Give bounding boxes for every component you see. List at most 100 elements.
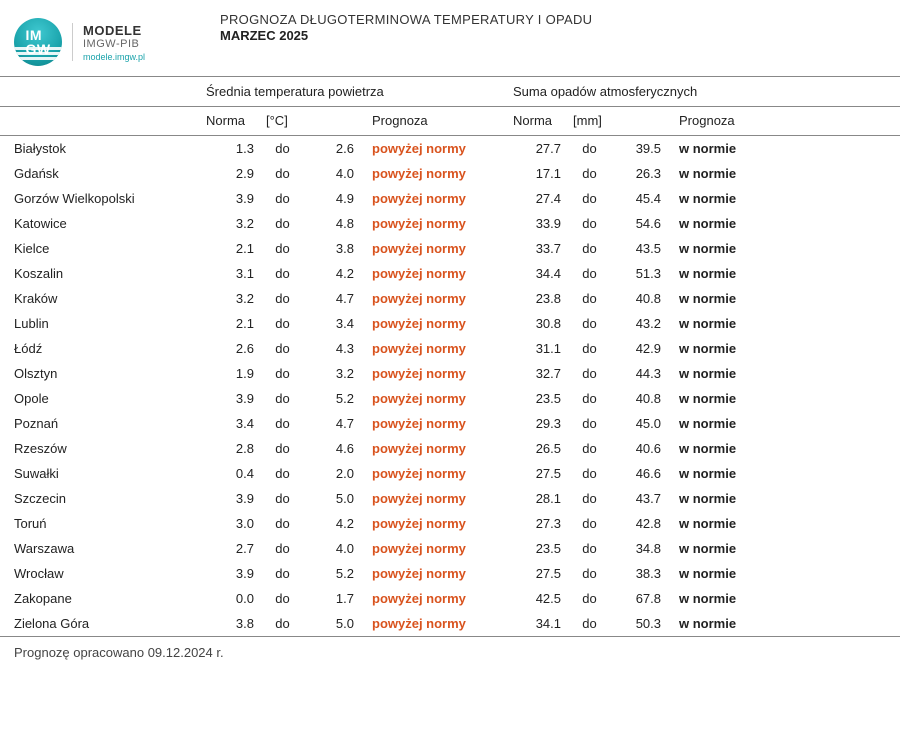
temp-prognoza: powyżej normy xyxy=(360,611,495,637)
precip-hi: 34.8 xyxy=(612,536,667,561)
precip-do: do xyxy=(567,361,612,386)
temp-lo: 2.8 xyxy=(200,436,260,461)
temp-prognoza: powyżej normy xyxy=(360,311,495,336)
precip-lo: 33.7 xyxy=(507,236,567,261)
table-row: Katowice3.2do4.8powyżej normy33.9do54.6w… xyxy=(0,211,900,236)
precip-hi: 40.8 xyxy=(612,386,667,411)
precip-lo: 34.4 xyxy=(507,261,567,286)
col-norma-temp: Norma xyxy=(200,107,260,136)
precip-lo: 30.8 xyxy=(507,311,567,336)
col-norma-precip: Norma xyxy=(507,107,567,136)
temp-do: do xyxy=(260,511,305,536)
city-cell: Katowice xyxy=(0,211,200,236)
precip-lo: 23.8 xyxy=(507,286,567,311)
temp-do: do xyxy=(260,461,305,486)
precip-prognoza: w normie xyxy=(667,461,900,486)
table-row: Gorzów Wielkopolski3.9do4.9powyżej normy… xyxy=(0,186,900,211)
temp-do: do xyxy=(260,561,305,586)
precip-lo: 32.7 xyxy=(507,361,567,386)
temp-lo: 3.2 xyxy=(200,211,260,236)
precip-hi: 67.8 xyxy=(612,586,667,611)
table-row: Kielce2.1do3.8powyżej normy33.7do43.5w n… xyxy=(0,236,900,261)
precip-do: do xyxy=(567,336,612,361)
precip-hi: 38.3 xyxy=(612,561,667,586)
temp-prognoza: powyżej normy xyxy=(360,261,495,286)
city-cell: Łódź xyxy=(0,336,200,361)
temp-prognoza: powyżej normy xyxy=(360,486,495,511)
precip-do: do xyxy=(567,186,612,211)
precip-prognoza: w normie xyxy=(667,336,900,361)
logo-line1: MODELE xyxy=(83,23,145,38)
precip-lo: 23.5 xyxy=(507,386,567,411)
city-cell: Gorzów Wielkopolski xyxy=(0,186,200,211)
temp-do: do xyxy=(260,211,305,236)
precip-prognoza: w normie xyxy=(667,611,900,637)
precip-lo: 29.3 xyxy=(507,411,567,436)
table-body: Białystok1.3do2.6powyżej normy27.7do39.5… xyxy=(0,136,900,637)
temp-do: do xyxy=(260,161,305,186)
forecast-table: Średnia temperatura powietrza Suma opadó… xyxy=(0,76,900,670)
temp-prognoza: powyżej normy xyxy=(360,411,495,436)
temp-hi: 4.2 xyxy=(305,511,360,536)
precip-lo: 27.7 xyxy=(507,136,567,162)
precip-do: do xyxy=(567,311,612,336)
section-temp: Średnia temperatura powietrza xyxy=(200,77,495,107)
imgw-logo-icon: IMGW xyxy=(14,18,62,66)
precip-do: do xyxy=(567,286,612,311)
header-row: IMGW MODELE IMGW-PIB modele.imgw.pl PROG… xyxy=(0,0,900,76)
temp-hi: 1.7 xyxy=(305,586,360,611)
temp-prognoza: powyżej normy xyxy=(360,561,495,586)
table-row: Lublin2.1do3.4powyżej normy30.8do43.2w n… xyxy=(0,311,900,336)
precip-do: do xyxy=(567,161,612,186)
temp-hi: 4.7 xyxy=(305,286,360,311)
temp-lo: 1.9 xyxy=(200,361,260,386)
temp-prognoza: powyżej normy xyxy=(360,511,495,536)
precip-prognoza: w normie xyxy=(667,386,900,411)
precip-hi: 42.8 xyxy=(612,511,667,536)
table-row: Koszalin3.1do4.2powyżej normy34.4do51.3w… xyxy=(0,261,900,286)
temp-prognoza: powyżej normy xyxy=(360,161,495,186)
col-prognoza-precip: Prognoza xyxy=(667,107,900,136)
precip-prognoza: w normie xyxy=(667,586,900,611)
temp-do: do xyxy=(260,536,305,561)
temp-hi: 3.8 xyxy=(305,236,360,261)
logo-divider xyxy=(72,23,73,61)
temp-hi: 2.0 xyxy=(305,461,360,486)
temp-do: do xyxy=(260,436,305,461)
temp-lo: 2.1 xyxy=(200,311,260,336)
temp-lo: 2.1 xyxy=(200,236,260,261)
temp-hi: 5.2 xyxy=(305,386,360,411)
precip-do: do xyxy=(567,536,612,561)
precip-prognoza: w normie xyxy=(667,311,900,336)
table-row: Rzeszów2.8do4.6powyżej normy26.5do40.6w … xyxy=(0,436,900,461)
precip-hi: 42.9 xyxy=(612,336,667,361)
temp-hi: 2.6 xyxy=(305,136,360,162)
precip-do: do xyxy=(567,411,612,436)
temp-prognoza: powyżej normy xyxy=(360,136,495,162)
precip-hi: 45.0 xyxy=(612,411,667,436)
temp-hi: 4.3 xyxy=(305,336,360,361)
precip-lo: 23.5 xyxy=(507,536,567,561)
logo-line3: modele.imgw.pl xyxy=(83,52,145,62)
precip-hi: 43.2 xyxy=(612,311,667,336)
temp-hi: 4.8 xyxy=(305,211,360,236)
section-precip: Suma opadów atmosferycznych xyxy=(507,77,900,107)
precip-hi: 43.7 xyxy=(612,486,667,511)
temp-prognoza: powyżej normy xyxy=(360,286,495,311)
temp-lo: 1.3 xyxy=(200,136,260,162)
city-cell: Rzeszów xyxy=(0,436,200,461)
logo-line2: IMGW-PIB xyxy=(83,38,145,50)
precip-hi: 39.5 xyxy=(612,136,667,162)
temp-hi: 3.2 xyxy=(305,361,360,386)
precip-do: do xyxy=(567,211,612,236)
precip-prognoza: w normie xyxy=(667,411,900,436)
table-row: Łódź2.6do4.3powyżej normy31.1do42.9w nor… xyxy=(0,336,900,361)
col-unit-c: [°C] xyxy=(260,107,305,136)
temp-lo: 2.7 xyxy=(200,536,260,561)
temp-hi: 4.0 xyxy=(305,161,360,186)
temp-lo: 2.6 xyxy=(200,336,260,361)
precip-do: do xyxy=(567,561,612,586)
temp-hi: 4.6 xyxy=(305,436,360,461)
precip-prognoza: w normie xyxy=(667,436,900,461)
precip-hi: 50.3 xyxy=(612,611,667,637)
